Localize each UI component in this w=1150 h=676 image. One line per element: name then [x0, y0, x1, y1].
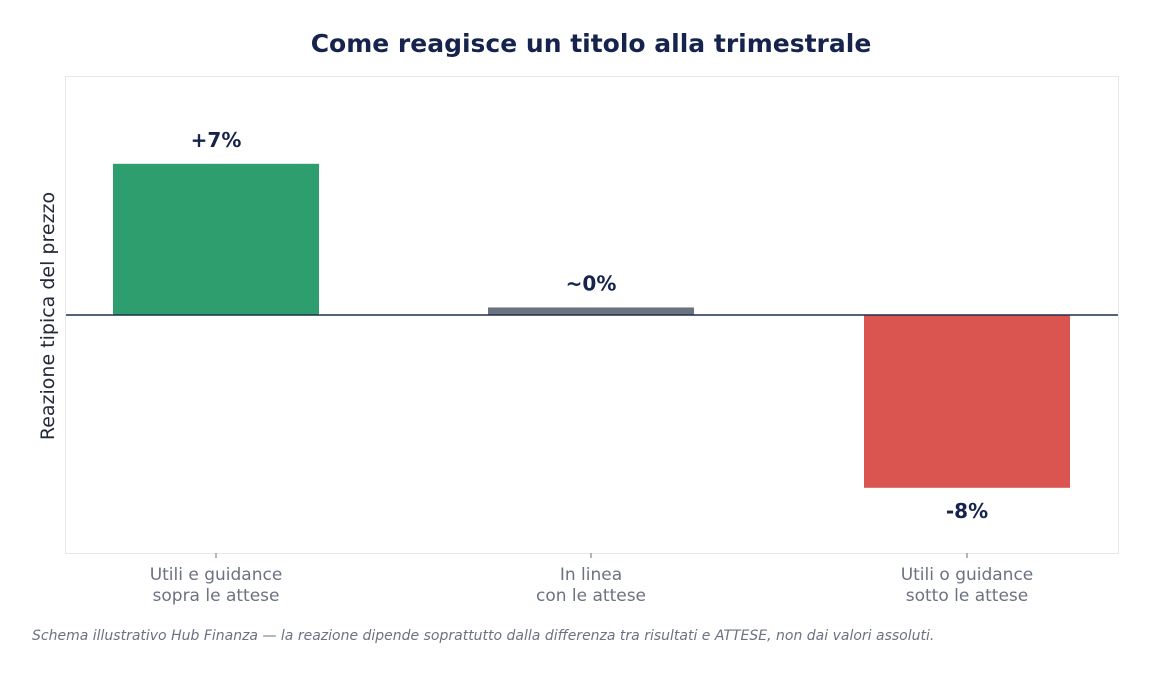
bar-value-label-2: ~0%	[566, 271, 617, 295]
x-tick-label-2-line-1: In linea	[560, 565, 622, 585]
bar-value-label-1: +7%	[191, 128, 242, 152]
x-tick-label-1-line-2: sopra le attese	[153, 586, 280, 606]
bar-2	[488, 307, 694, 315]
plot-area-mask-right	[1119, 70, 1127, 550]
plot-area-mask-top-right	[64, 70, 1124, 76]
plot-area-frame	[65, 76, 1119, 554]
y-axis-label: Reazione tipica del prezzo	[37, 192, 59, 440]
value-labels-layer: +7% ~0% -8%	[191, 128, 988, 523]
bar-value-label-3: -8%	[946, 499, 988, 523]
chart-title: Come reagisce un titolo alla trimestrale	[311, 29, 872, 58]
footnote: Schema illustrativo Hub Finanza — la rea…	[32, 628, 935, 644]
x-tick-label-2-line-2: con le attese	[536, 586, 646, 606]
x-tick-label-1-line-1: Utili e guidance	[150, 565, 283, 585]
x-tick-label-3-line-1: Utili o guidance	[901, 565, 1034, 585]
bar-chart: Come reagisce un titolo alla trimestrale…	[37, 29, 1127, 606]
bar-3	[864, 315, 1070, 488]
bar-1	[113, 163, 319, 315]
bars-layer	[113, 163, 1070, 488]
x-tick-label-3-line-2: sotto le attese	[906, 586, 1029, 606]
